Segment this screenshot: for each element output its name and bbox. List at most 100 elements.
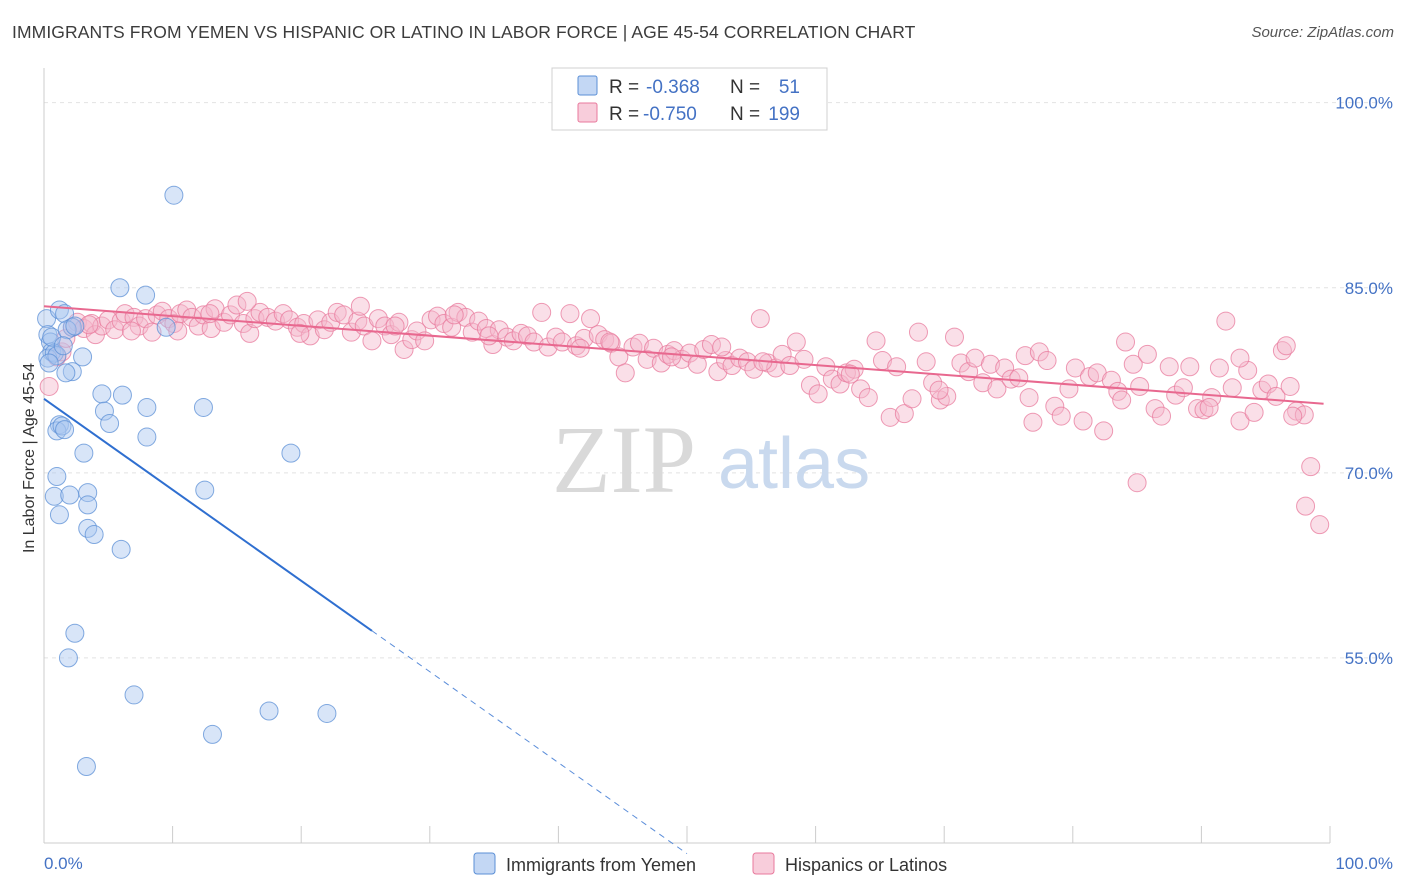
y-axis-label: In Labor Force | Age 45-54 [21,363,38,553]
point-yemen [44,486,64,506]
point-yemen [65,623,85,643]
point-hispanic [995,358,1015,378]
point-hispanic [79,315,99,335]
point-yemen [202,724,222,744]
point-yemen [111,539,131,559]
point-yemen [55,420,75,440]
point-hispanic [712,337,732,357]
point-yemen [53,336,73,356]
data-points [37,185,1330,776]
point-hispanic [600,332,620,352]
point-yemen [193,397,213,417]
point-hispanic [1116,332,1136,352]
point-hispanic [560,304,580,324]
point-yemen [47,467,67,487]
point-hispanic [930,390,950,410]
point-yemen [74,443,94,463]
point-hispanic [1244,402,1264,422]
point-hispanic [866,331,886,351]
point-hispanic [929,380,949,400]
legend-box [551,67,828,131]
point-hispanic [808,384,828,404]
point-hispanic [294,314,314,334]
point-hispanic [737,352,757,372]
point-yemen [39,353,59,373]
trend-lines [43,305,1324,855]
point-hispanic [916,352,936,372]
y-tick-label: 85.0% [1345,279,1393,298]
trend-line-yemen-extension [371,630,688,855]
point-yemen [195,480,215,500]
point-hispanic [1051,406,1071,426]
legend-r-label-hispanic: R = [609,104,639,125]
legend-n-label-hispanic: N = [730,104,760,125]
point-hispanic [350,296,370,316]
point-hispanic [1310,515,1330,535]
point-hispanic [532,302,552,322]
point-hispanic [121,321,141,341]
point-hispanic [1238,360,1258,380]
point-hispanic [479,326,499,346]
point-hispanic [1222,378,1242,398]
y-tick-label: 70.0% [1345,464,1393,483]
bottom-legend-swatch-hispanic [752,852,775,875]
point-yemen [136,285,156,305]
point-hispanic [1009,368,1029,388]
point-yemen [62,362,82,382]
point-yemen [317,703,337,723]
point-hispanic [362,331,382,351]
point-hispanic [1276,336,1296,356]
point-yemen [73,347,93,367]
point-hispanic [1130,376,1150,396]
point-hispanic [680,343,700,363]
point-yemen [56,363,76,383]
point-yemen [156,317,176,337]
point-hispanic [290,323,310,343]
point-hispanic [394,339,414,359]
watermark-zip: ZIP [552,406,696,513]
point-hispanic [637,349,657,369]
point-hispanic [1059,379,1079,399]
trend-line-yemen [43,397,373,632]
point-hispanic [1123,354,1143,374]
point-hispanic [1065,358,1085,378]
watermark-atlas: atlas [718,424,870,504]
point-hispanic [489,320,509,340]
trend-line-hispanic [43,305,1324,405]
point-hispanic [237,291,257,311]
bottom-legend-label-hispanic: Hispanics or Latinos [785,855,947,875]
point-hispanic [265,311,285,331]
point-hispanic [1216,311,1236,331]
point-hispanic [1073,411,1093,431]
point-hispanic [1159,357,1179,377]
legend-r-yemen: -0.368 [646,77,700,98]
point-hispanic [908,322,928,342]
point-hispanic [1023,412,1043,432]
point-hispanic [987,379,1007,399]
point-hispanic [581,309,601,329]
point-yemen [92,384,112,404]
point-hispanic [1209,358,1229,378]
point-hispanic [314,320,334,340]
point-hispanic [937,386,957,406]
y-tick-label: 55.0% [1345,649,1393,668]
x-tick-label-max: 100.0% [1335,854,1393,873]
point-hispanic [830,374,850,394]
point-yemen [49,505,69,525]
point-hispanic [708,362,728,382]
watermark: ZIP atlas [552,406,870,513]
point-hispanic [1094,421,1114,441]
point-yemen [65,316,85,336]
point-yemen [47,346,67,366]
point-hispanic [780,355,800,375]
point-hispanic [1045,396,1065,416]
point-hispanic [615,363,635,383]
bottom-legend-label-yemen: Immigrants from Yemen [506,855,696,875]
point-hispanic [880,407,900,427]
point-hispanic [444,305,464,325]
point-hispanic [1152,406,1172,426]
point-yemen [110,278,130,298]
axes [43,68,1331,844]
bottom-legend-swatch-yemen [473,852,496,875]
point-hispanic [142,322,162,342]
